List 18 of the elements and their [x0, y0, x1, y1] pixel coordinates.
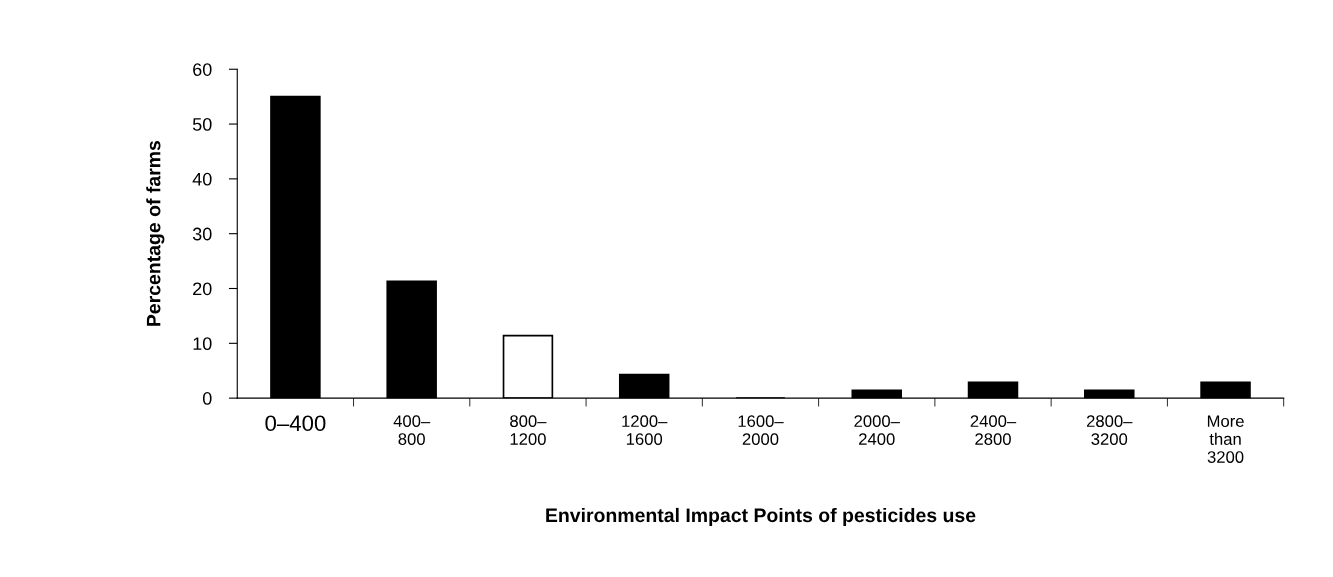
x-tick-label: 2000– 2400 [854, 415, 900, 445]
y-tick-label: 0 [202, 392, 212, 405]
x-tick-label: 2400– 2800 [970, 415, 1017, 445]
y-tick-label: 60 [193, 63, 212, 76]
y-axis-title: Percentage of farms [146, 141, 165, 326]
y-tick-label: 10 [193, 337, 212, 351]
x-axis-title: Environmental Impact Points of pesticides use [546, 507, 976, 527]
y-tick-label: 30 [192, 227, 212, 241]
x-tick-label: 1600– 2000 [738, 415, 784, 445]
x-tick-label: 1200– 1600 [622, 415, 668, 445]
y-tick-label: 20 [193, 282, 212, 296]
y-tick-label: 40 [192, 172, 212, 186]
x-tick-label: More than 3200 [1207, 415, 1244, 463]
x-tick-label: 2800– 3200 [1086, 415, 1133, 445]
x-tick-label: 0–400 [265, 415, 326, 432]
y-tick-label: 50 [192, 117, 212, 131]
x-tick-label: 400– 800 [393, 415, 431, 445]
x-tick-label: 800– 1200 [510, 415, 547, 445]
